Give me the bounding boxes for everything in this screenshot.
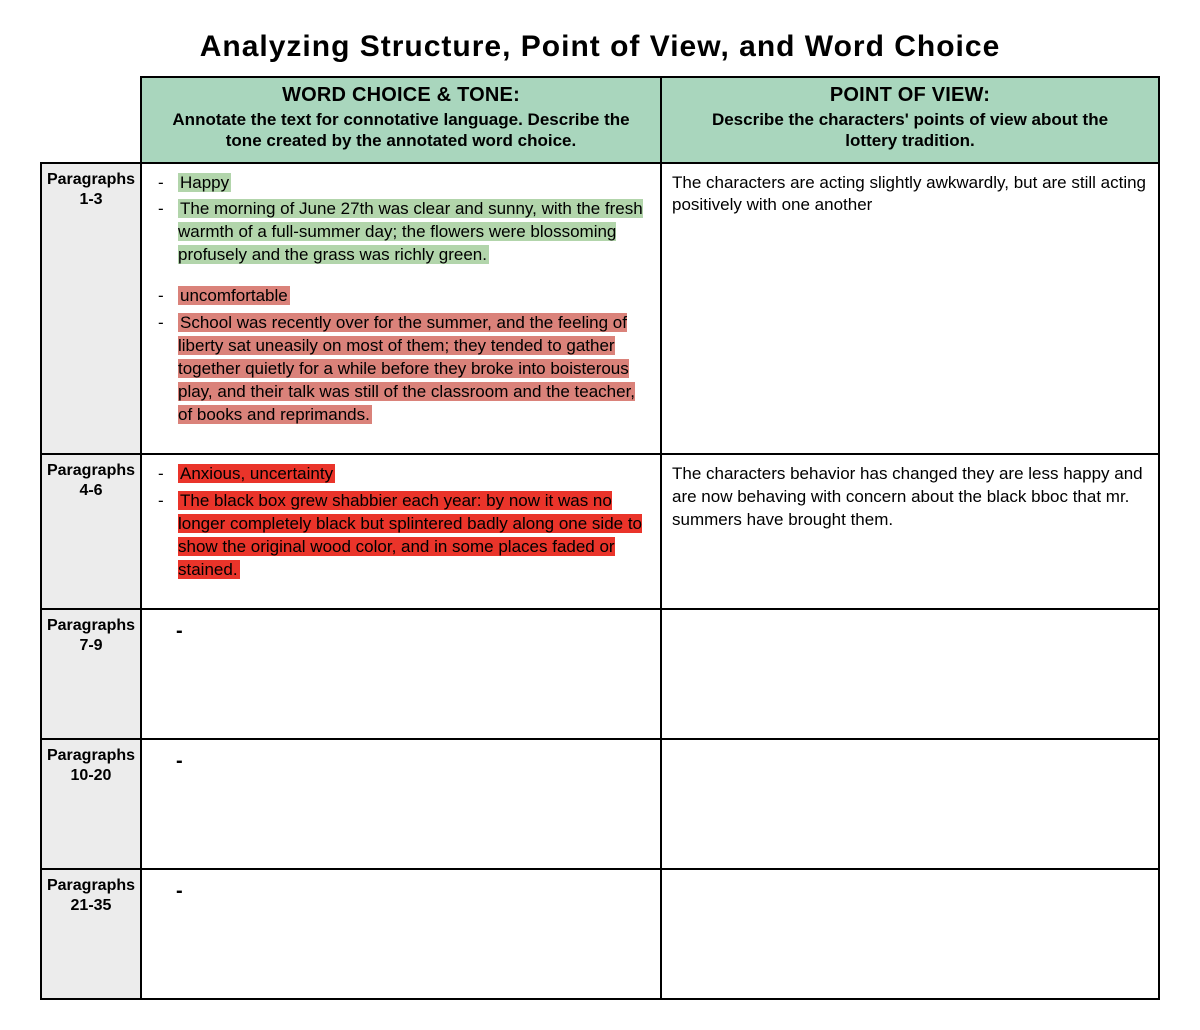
list-item: uncomfortable — [178, 285, 650, 308]
word-choice-cell: - — [141, 869, 661, 999]
header-pov: POINT OF VIEW: Describe the characters' … — [661, 77, 1159, 163]
annotation-list: Happy The morning of June 27th was clear… — [152, 172, 650, 268]
empty-dash: - — [152, 748, 650, 775]
header-word-choice-sub: Annotate the text for connotative langua… — [172, 109, 630, 152]
empty-dash: - — [152, 618, 650, 645]
pov-cell — [661, 869, 1159, 999]
pov-cell — [661, 739, 1159, 869]
row-label: Paragraphs 1-3 — [41, 163, 141, 454]
header-pov-sub: Describe the characters' points of view … — [692, 109, 1128, 152]
header-word-choice-title: WORD CHOICE & TONE: — [172, 84, 630, 107]
table-row: Paragraphs 1-3 Happy The morning of June… — [41, 163, 1159, 454]
empty-dash: - — [152, 878, 650, 905]
analysis-table: WORD CHOICE & TONE: Annotate the text fo… — [40, 76, 1160, 1000]
header-word-choice: WORD CHOICE & TONE: Annotate the text fo… — [141, 77, 661, 163]
word-choice-cell: Anxious, uncertainty The black box grew … — [141, 454, 661, 609]
list-item: Anxious, uncertainty — [178, 463, 650, 486]
page-title: Analyzing Structure, Point of View, and … — [40, 30, 1160, 64]
corner-cell — [41, 77, 141, 163]
row-label: Paragraphs 21-35 — [41, 869, 141, 999]
list-item: School was recently over for the summer,… — [178, 312, 650, 427]
row-label: Paragraphs 4-6 — [41, 454, 141, 609]
pov-cell: The characters are acting slightly awkwa… — [661, 163, 1159, 454]
list-item: The morning of June 27th was clear and s… — [178, 198, 650, 267]
list-item: The black box grew shabbier each year: b… — [178, 490, 650, 582]
table-row: Paragraphs 10-20 - — [41, 739, 1159, 869]
header-row: WORD CHOICE & TONE: Annotate the text fo… — [41, 77, 1159, 163]
pov-cell — [661, 609, 1159, 739]
table-row: Paragraphs 21-35 - — [41, 869, 1159, 999]
worksheet-page: Analyzing Structure, Point of View, and … — [0, 0, 1200, 1030]
table-row: Paragraphs 4-6 Anxious, uncertainty The … — [41, 454, 1159, 609]
table-row: Paragraphs 7-9 - — [41, 609, 1159, 739]
row-label: Paragraphs 10-20 — [41, 739, 141, 869]
annotation-list: uncomfortable School was recently over f… — [152, 285, 650, 427]
row-label: Paragraphs 7-9 — [41, 609, 141, 739]
word-choice-cell: - — [141, 739, 661, 869]
header-pov-title: POINT OF VIEW: — [692, 84, 1128, 107]
word-choice-cell: - — [141, 609, 661, 739]
list-item: Happy — [178, 172, 650, 195]
word-choice-cell: Happy The morning of June 27th was clear… — [141, 163, 661, 454]
pov-cell: The characters behavior has changed they… — [661, 454, 1159, 609]
annotation-list: Anxious, uncertainty The black box grew … — [152, 463, 650, 582]
